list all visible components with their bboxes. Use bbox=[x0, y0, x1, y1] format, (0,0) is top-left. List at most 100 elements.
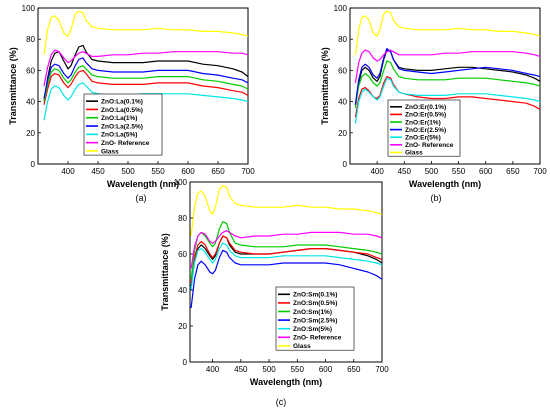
chart-panel-2: 400 450 500 550 600 650 700 0 20 40 60 80 100 Wavelen… bbox=[320, 4, 547, 203]
x-tick-label: 500 bbox=[425, 167, 439, 176]
legend-label: ZnO:Er(0.1%) bbox=[405, 104, 446, 111]
x-tick-label: 700 bbox=[533, 167, 547, 176]
legend-label: Glass bbox=[405, 150, 423, 157]
legend-label: ZnO:Sm(1%) bbox=[293, 309, 332, 316]
y-axis-title: Transmittance (%) bbox=[320, 47, 330, 125]
legend: ZnO:Er(0.1%)ZnO:Er(0.5%)ZnO:Er(1%)ZnO:Er… bbox=[387, 99, 461, 157]
legend-box bbox=[387, 99, 461, 157]
series-line-4 bbox=[354, 48, 541, 105]
x-tick-label: 500 bbox=[262, 365, 276, 374]
legend-label: ZnO:La(2.5%) bbox=[101, 123, 143, 130]
x-tick-label: 500 bbox=[121, 167, 135, 176]
series-line-5 bbox=[43, 82, 249, 121]
series-line-6 bbox=[354, 49, 541, 83]
panel-label: (a) bbox=[136, 193, 147, 203]
y-tick-label: 100 bbox=[22, 4, 36, 13]
y-tick-label: 20 bbox=[338, 129, 347, 138]
chart-panel-1: 400 450 500 550 600 650 700020406080100Wavelen… bbox=[8, 4, 255, 203]
series-line-5 bbox=[354, 77, 541, 124]
x-tick-label: 400 bbox=[206, 365, 220, 374]
legend-label: ZnO:Er(0.5%) bbox=[405, 112, 446, 119]
y-tick-label: 80 bbox=[338, 35, 347, 44]
y-tick-label: 60 bbox=[338, 66, 347, 75]
x-axis-title: Wavelength (nm) bbox=[250, 377, 322, 387]
series-line-7 bbox=[190, 185, 383, 237]
x-tick-label: 550 bbox=[151, 167, 165, 176]
legend: ZnO:La(0.1%)ZnO:La(0.5%)ZnO:La(1%)ZnO:La… bbox=[83, 93, 163, 156]
x-axis-title: Wavelength (nm) bbox=[409, 179, 481, 189]
y-tick-label: 0 bbox=[183, 358, 188, 367]
y-tick-label: 0 bbox=[31, 160, 36, 169]
y-tick-label: 0 bbox=[343, 160, 348, 169]
y-tick-label: 20 bbox=[178, 322, 187, 331]
x-tick-label: 650 bbox=[347, 365, 361, 374]
y-tick-label: 40 bbox=[178, 286, 187, 295]
x-tick-label: 650 bbox=[211, 167, 225, 176]
y-tick-label: 40 bbox=[338, 98, 347, 107]
legend-label: ZnO:Sm(2.5%) bbox=[293, 317, 337, 324]
y-tick-label: 80 bbox=[26, 35, 35, 44]
legend-label: ZnO:La(0.5%) bbox=[101, 107, 143, 114]
x-tick-label: 600 bbox=[479, 167, 493, 176]
y-tick-label: 60 bbox=[26, 66, 35, 75]
series-line-4 bbox=[43, 57, 249, 99]
legend-label: ZnO:Sm(0.5%) bbox=[293, 300, 337, 307]
series-line-1 bbox=[354, 49, 541, 105]
legend-label: ZnO:Er(1%) bbox=[405, 119, 441, 126]
legend-label: ZnO:La(1%) bbox=[101, 115, 137, 122]
legend-label: ZnO- Reference bbox=[101, 140, 150, 147]
x-tick-label: 400 bbox=[370, 167, 384, 176]
legend-box bbox=[275, 286, 355, 351]
y-tick-label: 20 bbox=[26, 129, 35, 138]
series-line-3 bbox=[43, 65, 249, 102]
x-axis-title: Wavelength (nm) bbox=[107, 179, 179, 189]
series-line-7 bbox=[43, 10, 249, 55]
legend-label: Glass bbox=[293, 343, 311, 350]
series-line-4 bbox=[190, 249, 383, 309]
legend-label: ZnO:La(0.1%) bbox=[101, 98, 143, 105]
y-tick-label: 100 bbox=[174, 178, 188, 187]
chart-panel-3: 400 450 500 550 600 650 700 0 20 40 60 80 100 Wavelen… bbox=[160, 178, 389, 407]
series-line-3 bbox=[190, 221, 383, 280]
legend-label: ZnO:Er(2.5%) bbox=[405, 127, 446, 134]
series-line-6 bbox=[43, 49, 249, 87]
panel-label: (c) bbox=[276, 397, 287, 407]
legend-label: ZnO:La(5%) bbox=[101, 132, 137, 139]
series-line-2 bbox=[43, 69, 249, 105]
panel-label: (b) bbox=[431, 193, 442, 203]
y-axis-title: Transmittance (%) bbox=[8, 47, 18, 125]
x-tick-label: 650 bbox=[506, 167, 520, 176]
x-tick-label: 450 bbox=[398, 167, 412, 176]
legend-label: ZnO:Sm(0.1%) bbox=[293, 292, 337, 299]
series-line-7 bbox=[354, 10, 541, 55]
x-tick-label: 550 bbox=[452, 167, 466, 176]
legend-label: ZnO:Sm(5%) bbox=[293, 326, 332, 333]
legend-label: ZnO- Reference bbox=[405, 142, 454, 149]
plot-frame bbox=[189, 181, 383, 363]
legend-label: ZnO:Er(5%) bbox=[405, 135, 441, 142]
y-tick-label: 60 bbox=[178, 250, 187, 259]
legend: ZnO:Sm(0.1%)ZnO:Sm(0.5%)ZnO:Sm(1%)ZnO:Sm… bbox=[275, 286, 355, 351]
legend-box bbox=[83, 93, 163, 156]
y-tick-label: 40 bbox=[26, 98, 35, 107]
x-tick-label: 600 bbox=[319, 365, 333, 374]
x-tick-label: 450 bbox=[234, 365, 248, 374]
legend-label: ZnO- Reference bbox=[293, 335, 342, 342]
y-tick-label: 80 bbox=[178, 214, 187, 223]
x-tick-label: 450 bbox=[91, 167, 105, 176]
series-line-6 bbox=[190, 230, 383, 269]
x-tick-label: 400 bbox=[61, 167, 75, 176]
x-tick-label: 600 bbox=[181, 167, 195, 176]
y-tick-label: 100 bbox=[334, 4, 348, 13]
x-tick-label: 550 bbox=[291, 365, 305, 374]
x-tick-label: 700 bbox=[375, 365, 389, 374]
series-line-5 bbox=[190, 242, 383, 291]
plot-frame bbox=[37, 7, 249, 165]
y-axis-title: Transmittance (%) bbox=[160, 233, 170, 311]
series-line-3 bbox=[354, 60, 541, 108]
series-line-2 bbox=[190, 235, 383, 283]
legend-label: Glass bbox=[101, 148, 119, 155]
x-tick-label: 700 bbox=[241, 167, 255, 176]
